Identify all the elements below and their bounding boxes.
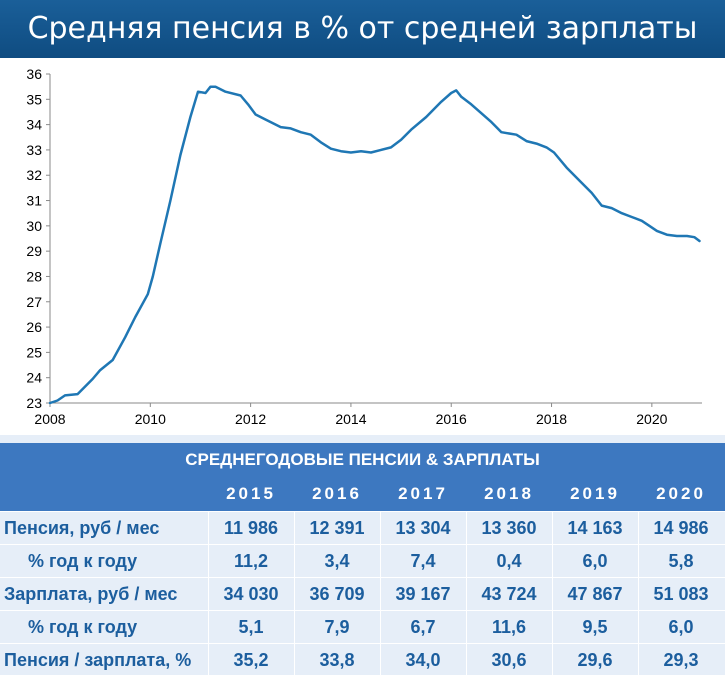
y-tick-label: 32	[26, 167, 42, 183]
table-row: Пенсия, руб / мес 11 986 12 391 13 304 1…	[0, 511, 725, 545]
table-cell: 14 163	[567, 518, 623, 538]
y-tick-label: 26	[26, 319, 42, 335]
year-header: 2019	[570, 484, 620, 503]
table-cell: 12 391	[309, 518, 365, 538]
year-header: 2020	[656, 484, 706, 503]
table-cell: 0,4	[496, 551, 522, 571]
table-cell: 30,6	[491, 650, 527, 670]
table-cell: 9,5	[582, 617, 608, 637]
year-header: 2018	[484, 484, 534, 503]
row-label: Пенсия / зарплата, %	[4, 650, 192, 670]
table-cell: 11 986	[223, 518, 279, 538]
series-line	[48, 85, 701, 405]
x-tick-label: 2018	[536, 411, 567, 427]
y-tick-label: 34	[26, 117, 42, 133]
table-cell: 29,6	[577, 650, 613, 670]
x-tick-label: 2020	[636, 411, 667, 427]
x-tick-label: 2016	[436, 411, 467, 427]
table-cell: 35,2	[233, 650, 269, 670]
y-tick-label: 36	[26, 66, 42, 82]
table-cell: 6,0	[582, 551, 608, 571]
y-tick-label: 24	[26, 370, 42, 386]
table-cell: 51 083	[653, 584, 709, 604]
table-cell: 6,7	[410, 617, 436, 637]
table-row: % год к году 11,2 3,4 7,4 0,4 6,0 5,8	[0, 544, 725, 578]
pension-ratio-chart: 23 24 25 26 27 28 29 30 31 32 33 34 35 36 2008 2010 2012…	[26, 66, 702, 427]
table-cell: 7,4	[410, 551, 436, 571]
table-cell: 33,8	[319, 650, 355, 670]
table-cell: 3,4	[324, 551, 350, 571]
y-tick-label: 31	[26, 193, 42, 209]
table-cell: 34 030	[223, 584, 279, 604]
row-label: Пенсия, руб / мес	[4, 518, 160, 538]
table-header-row: 2015 2016 2017 2018 2019 2020	[0, 477, 725, 511]
table-cell: 6,0	[668, 617, 694, 637]
table-cell: 14 986	[653, 518, 709, 538]
table-cell: 13 360	[481, 518, 537, 538]
table-cell: 11,2	[233, 551, 269, 571]
year-header: 2016	[312, 484, 362, 503]
chart-panel: 23 24 25 26 27 28 29 30 31 32 33 34 35 36 2008 2010 2012…	[0, 58, 725, 435]
y-tick-label: 29	[26, 243, 42, 259]
table-cell: 11,6	[491, 617, 527, 637]
y-tick-label: 30	[26, 218, 42, 234]
y-tick-label: 23	[26, 395, 42, 411]
table-row: Зарплата, руб / мес 34 030 36 709 39 167…	[0, 577, 725, 611]
table-cell: 29,3	[663, 650, 699, 670]
row-label: Зарплата, руб / мес	[4, 584, 178, 604]
row-label: % год к году	[28, 551, 138, 571]
year-header: 2015	[226, 484, 276, 503]
table-cell: 47 867	[567, 584, 623, 604]
x-tick-label: 2014	[335, 411, 366, 427]
pension-salary-table: СРЕДНЕГОДОВЫЕ ПЕНСИИ & ЗАРПЛАТЫ 2015 201…	[0, 435, 725, 677]
table-title: СРЕДНЕГОДОВЫЕ ПЕНСИИ & ЗАРПЛАТЫ	[0, 443, 725, 477]
table-cell: 7,9	[324, 617, 350, 637]
x-tick-label: 2010	[135, 411, 166, 427]
page-title: Средняя пенсия в % от средней зарплаты	[0, 0, 725, 58]
table-cell: 36 709	[309, 584, 365, 604]
table-cell: 43 724	[481, 584, 537, 604]
table-cell: 5,8	[668, 551, 694, 571]
x-tick-label: 2012	[235, 411, 266, 427]
y-tick-label: 28	[26, 268, 42, 284]
table-cell: 34,0	[405, 650, 441, 670]
y-tick-label: 25	[26, 344, 42, 360]
table-cell: 5,1	[238, 617, 264, 637]
y-tick-label: 35	[26, 91, 42, 107]
table-cell: 39 167	[395, 584, 451, 604]
y-tick-label: 27	[26, 294, 42, 310]
table-row: Пенсия / зарплата, % 35,2 33,8 34,0 30,6…	[0, 643, 725, 677]
y-tick-label: 33	[26, 142, 42, 158]
year-header: 2017	[398, 484, 448, 503]
row-label: % год к году	[28, 617, 138, 637]
table-row: % год к году 5,1 7,9 6,7 11,6 9,5 6,0	[0, 610, 725, 644]
table-cell: 13 304	[395, 518, 451, 538]
x-tick-label: 2008	[34, 411, 65, 427]
